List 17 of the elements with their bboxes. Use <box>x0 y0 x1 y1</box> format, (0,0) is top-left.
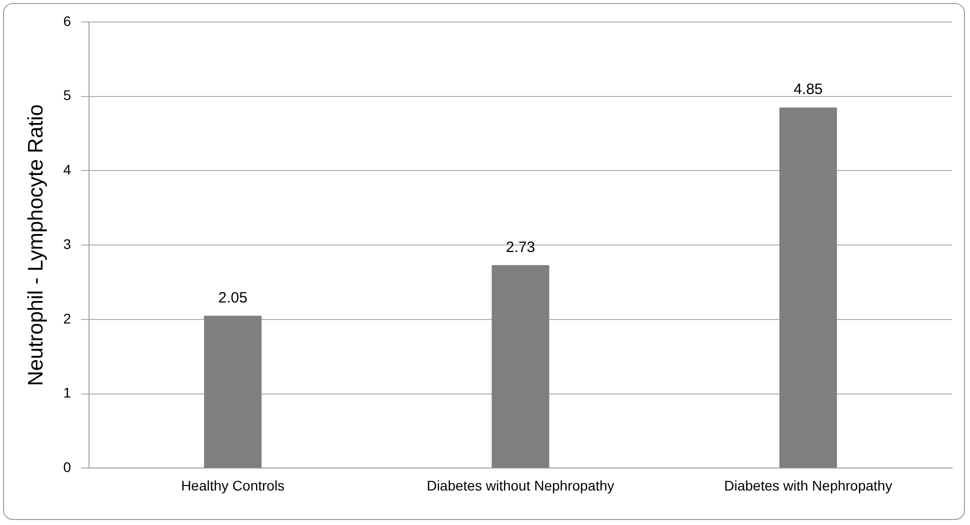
y-axis-title: Neutrophil - Lymphocyte Ratio <box>24 104 48 386</box>
y-tick-label: 1 <box>63 384 72 401</box>
x-tick-label: Diabetes with Nephropathy <box>724 477 892 494</box>
y-tick-label: 0 <box>63 459 72 476</box>
y-tick-label: 3 <box>63 236 72 252</box>
data-label: 2.05 <box>218 289 248 306</box>
y-tick-label: 5 <box>63 87 72 104</box>
data-label: 4.85 <box>794 81 823 98</box>
x-tick-label: Healthy Controls <box>181 477 285 494</box>
bar <box>204 316 262 468</box>
y-tick-label: 6 <box>63 12 72 29</box>
x-tick-label: Diabetes without Nephropathy <box>426 477 614 494</box>
y-tick-label: 4 <box>63 162 72 178</box>
data-label: 2.73 <box>506 238 536 256</box>
bar <box>492 265 550 468</box>
y-tick-label: 2 <box>63 310 72 326</box>
bar <box>779 108 837 468</box>
